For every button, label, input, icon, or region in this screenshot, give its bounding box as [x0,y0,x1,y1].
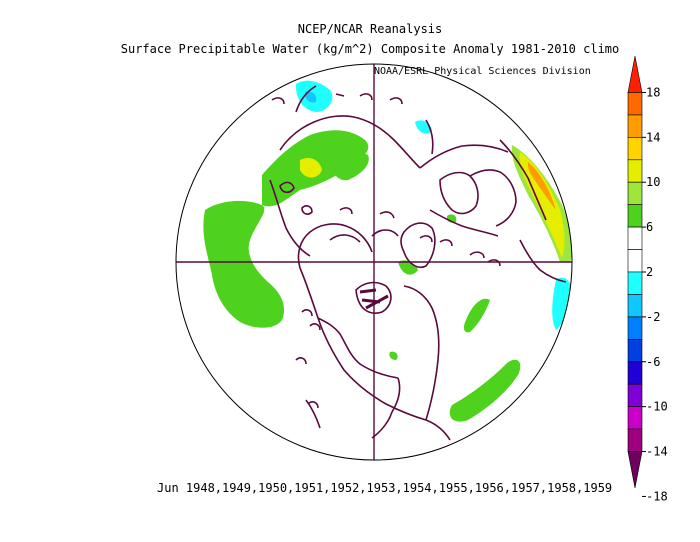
colorbar-segment [627,339,643,363]
date-list: Jun 1948,1949,1950,1951,1952,1953,1954,1… [157,481,613,495]
colorbar-ticks: 18 14 10 6 2 -2 -6 -10 -14 -18 [642,85,668,503]
colorbar-segments [627,55,643,489]
colorbar-segment [627,159,643,183]
colorbar-segment [627,428,643,452]
colorbar-segment [627,406,643,430]
colorbar-segment [627,114,643,138]
map-subtitle: Surface Precipitable Water (kg/m^2) Comp… [120,42,620,56]
colorbar-tick-label: -6 [646,355,660,369]
colorbar-segment [627,181,643,205]
colorbar-tick-label: 18 [646,85,660,99]
map-boundary [175,63,573,461]
anomaly-area-caribbean [389,351,398,360]
colorbar-segment [627,271,643,295]
warm-anomaly-core [300,145,572,262]
colorbar-segment [627,361,643,385]
anomaly-area-central-asia [330,150,369,181]
colorbar-segment [627,204,643,228]
colorbar-segment [627,226,643,250]
colorbar-tick-label: -14 [646,445,668,459]
colorbar-segment [627,316,643,340]
colorbar-segment [627,55,643,93]
map-title: NCEP/NCAR Reanalysis [297,22,443,36]
colorbar-segment [627,383,643,407]
colorbar-tick-label: 10 [646,175,660,189]
colorbar-segment [627,137,643,161]
anomaly-area-pacific-west [203,200,285,328]
anomaly-area-east-atlantic [552,277,572,330]
colorbar-tick-label: -2 [646,310,660,324]
colorbar-segment [627,249,643,273]
anomaly-area-north-atlantic [463,298,490,333]
colorbar-segment [627,92,643,116]
credit-label: NOAA/ESRL Physical Sciences Division [374,66,591,77]
anomaly-area-atlantic [449,359,521,422]
colorbar-segment [627,294,643,318]
colorbar-tick-label: 2 [646,265,653,279]
colorbar-tick-label: 14 [646,130,660,144]
colorbar-tick-label: -18 [646,489,668,503]
colorbar-tick-label: -10 [646,400,668,414]
colorbar-tick-label: 6 [646,220,653,234]
coastlines [269,85,567,441]
map-disk [176,64,572,460]
colorbar-segment [627,451,643,489]
